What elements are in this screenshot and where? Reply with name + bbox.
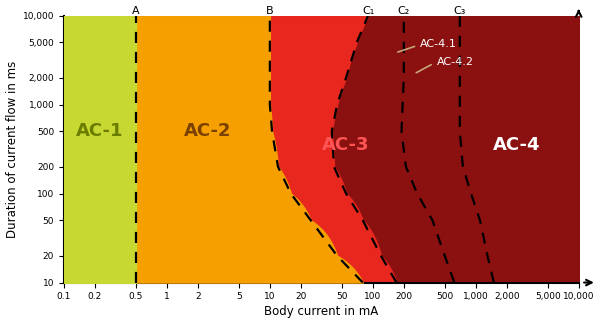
- Text: AC-1: AC-1: [76, 122, 123, 140]
- Text: C₂: C₂: [398, 6, 410, 16]
- Text: C₃: C₃: [454, 6, 466, 16]
- Text: B: B: [266, 6, 274, 16]
- Text: C₁: C₁: [362, 6, 374, 16]
- X-axis label: Body current in mA: Body current in mA: [264, 306, 379, 318]
- Text: AC-4.2: AC-4.2: [437, 57, 474, 67]
- Text: AC-2: AC-2: [184, 122, 232, 140]
- Y-axis label: Duration of current flow in ms: Duration of current flow in ms: [5, 61, 19, 238]
- Text: AC-4.1: AC-4.1: [421, 39, 457, 49]
- Text: AC-4: AC-4: [493, 136, 541, 154]
- Text: A: A: [132, 6, 140, 16]
- Text: AC-3: AC-3: [322, 136, 370, 154]
